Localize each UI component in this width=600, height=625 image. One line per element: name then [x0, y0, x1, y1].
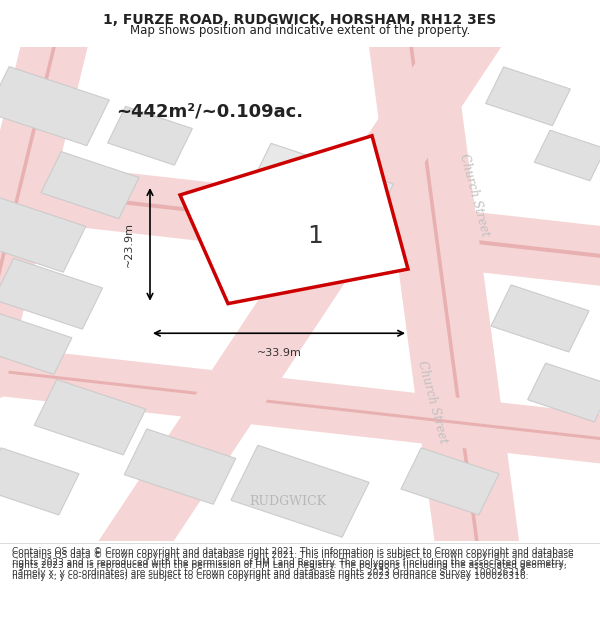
- Polygon shape: [401, 448, 499, 515]
- Polygon shape: [491, 285, 589, 352]
- Polygon shape: [124, 429, 236, 504]
- Polygon shape: [34, 379, 146, 455]
- Polygon shape: [0, 67, 109, 146]
- Text: 1, FURZE ROAD, RUDGWICK, HORSHAM, RH12 3ES: 1, FURZE ROAD, RUDGWICK, HORSHAM, RH12 3…: [103, 13, 497, 27]
- Polygon shape: [527, 363, 600, 422]
- Polygon shape: [230, 143, 394, 266]
- Text: Church Street: Church Street: [415, 359, 449, 445]
- Polygon shape: [0, 197, 86, 272]
- Text: ~23.9m: ~23.9m: [124, 222, 134, 267]
- Polygon shape: [0, 22, 62, 392]
- Text: Contains OS data © Crown copyright and database right 2021. This information is : Contains OS data © Crown copyright and d…: [12, 551, 574, 581]
- Polygon shape: [91, 9, 509, 578]
- Polygon shape: [41, 152, 139, 219]
- Polygon shape: [180, 136, 408, 304]
- Text: ~442m²/~0.109ac.: ~442m²/~0.109ac.: [116, 102, 304, 120]
- Polygon shape: [535, 130, 600, 181]
- Polygon shape: [0, 258, 103, 329]
- Text: ~33.9m: ~33.9m: [257, 348, 301, 358]
- Text: Contains OS data © Crown copyright and database right 2021. This information is : Contains OS data © Crown copyright and d…: [12, 548, 574, 577]
- Polygon shape: [107, 106, 193, 165]
- Polygon shape: [0, 17, 92, 398]
- Polygon shape: [0, 448, 79, 515]
- Polygon shape: [0, 156, 600, 289]
- Text: Church Street: Church Street: [457, 152, 491, 238]
- Polygon shape: [0, 343, 600, 466]
- Polygon shape: [406, 22, 482, 566]
- Text: 1: 1: [307, 224, 323, 248]
- Text: Map shows position and indicative extent of the property.: Map shows position and indicative extent…: [130, 24, 470, 36]
- Text: Furze Road: Furze Road: [229, 214, 311, 246]
- Polygon shape: [0, 312, 72, 374]
- Polygon shape: [231, 445, 369, 538]
- Polygon shape: [0, 366, 600, 443]
- Text: RUDGWICK: RUDGWICK: [250, 494, 326, 508]
- Polygon shape: [485, 67, 571, 126]
- Polygon shape: [0, 183, 600, 261]
- Polygon shape: [366, 19, 522, 569]
